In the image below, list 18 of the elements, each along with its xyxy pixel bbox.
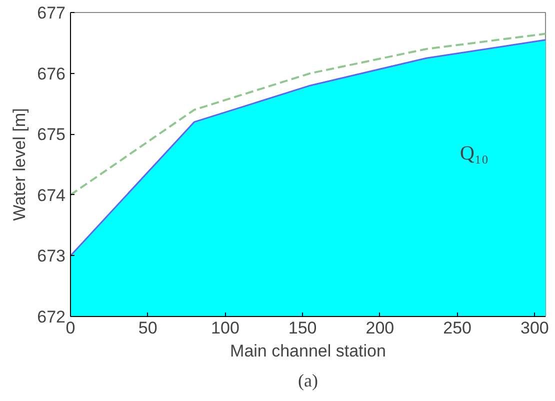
y-tick-label: 677 — [37, 4, 66, 22]
y-axis-title: Water level [m] — [10, 108, 30, 221]
y-tick-label: 674 — [37, 186, 66, 205]
annotation: Q₁₀ — [460, 142, 488, 164]
y-tick-label: 673 — [37, 246, 66, 266]
x-tick-label: 250 — [443, 318, 472, 338]
x-tick-label: 150 — [288, 318, 317, 338]
x-tick-label: 0 — [66, 318, 76, 338]
y-tick-label: 672 — [37, 308, 66, 326]
x-tick-label: 200 — [366, 318, 394, 338]
x-axis-title: Main channel station — [230, 342, 386, 360]
y-tick-label: 675 — [37, 125, 66, 144]
x-tick-label: 50 — [138, 318, 158, 338]
y-tick-label: 676 — [37, 64, 66, 84]
line-series — [70, 32, 546, 196]
x-tick-label: 100 — [211, 318, 240, 338]
text: (a) — [298, 370, 318, 390]
x-tick-label: 300 — [520, 318, 549, 338]
